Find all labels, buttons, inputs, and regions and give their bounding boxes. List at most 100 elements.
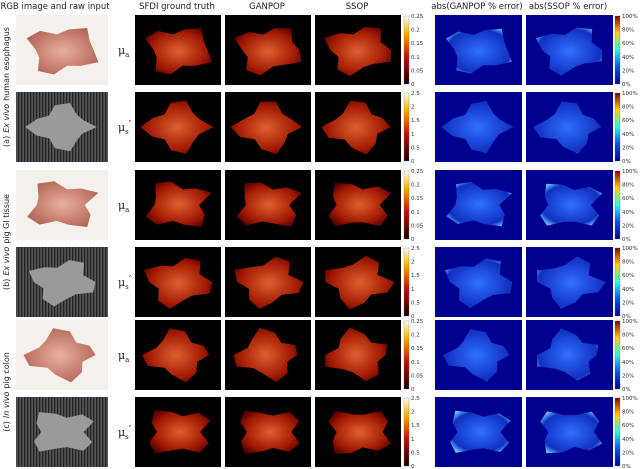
param-sub: a <box>125 206 129 214</box>
colorbar-tick-label: 0 <box>411 464 415 469</box>
group-rest: pig colon <box>2 352 11 388</box>
column-header: SFDI ground truth <box>139 2 215 12</box>
group-rest: pig GI tissue <box>2 194 11 244</box>
tissue-region <box>23 328 96 383</box>
column-header: GANPOP <box>249 2 285 12</box>
colorbar-tick-label: 0.25 <box>411 14 424 20</box>
colorbar-tick-label: 40% <box>622 437 634 443</box>
colorbar-tick-label: 0.1 <box>411 360 420 366</box>
group-italic: Ex vivo <box>2 104 11 133</box>
colorbar-tick-label: 0% <box>622 314 631 320</box>
colorbar <box>614 170 621 240</box>
tissue-region <box>27 181 99 227</box>
tissue-region <box>28 260 96 307</box>
group-label: (a) Ex vivo human esophagus <box>2 27 11 147</box>
colorbar-tick-label: 100% <box>622 396 638 402</box>
param-label: μa <box>118 44 129 59</box>
colorbar-tick-label: 0.5 <box>411 450 420 456</box>
colorbar-tick-label: 40% <box>622 55 634 61</box>
colorbar-tick-label: 0% <box>622 387 631 393</box>
colorbar-tick-label: 80% <box>622 410 634 416</box>
tissue-region <box>321 100 391 155</box>
colorbar-tick-label: 2.5 <box>411 246 420 252</box>
colorbar-tick-label: 100% <box>622 246 638 252</box>
tissue-region <box>324 26 392 77</box>
colorbar-tick-label: 0.5 <box>411 145 420 151</box>
colorbar-tick-label: 0% <box>622 82 631 88</box>
param-prime: ′ <box>129 118 132 131</box>
colorbar-tick-label: 0 <box>411 314 415 320</box>
param-label: μs′ <box>118 423 132 441</box>
param-label: μa <box>118 349 129 364</box>
param-prime: ′ <box>129 423 132 436</box>
tissue-region <box>328 410 392 454</box>
tissue-region <box>25 103 97 152</box>
colorbar-tick-label: 0.2 <box>411 333 420 339</box>
tissue-region <box>230 101 303 155</box>
colorbar-tick-label: 60% <box>622 346 634 352</box>
group-rest: human esophagus <box>2 27 11 101</box>
colorbar-tick-label: 20% <box>622 373 634 379</box>
colorbar-tick-label: 0.2 <box>411 28 420 34</box>
group-label: (b) Ex vivo pig GI tissue <box>2 194 11 290</box>
colorbar-tick-label: 20% <box>622 450 634 456</box>
colorbar-tick-label: 60% <box>622 423 634 429</box>
colorbar-tick-label: 0.15 <box>411 196 424 202</box>
tissue-region <box>234 28 302 76</box>
param-sub: a <box>125 356 129 364</box>
colorbar-tick-label: 60% <box>622 196 634 202</box>
colorbar-tick-label: 0.15 <box>411 41 424 47</box>
colorbar-tick-label: 1 <box>411 437 415 443</box>
colorbar-tick-label: 0 <box>411 159 415 165</box>
colorbar-tick-label: 100% <box>622 169 638 175</box>
group-index: (b) <box>2 279 11 290</box>
colorbar <box>614 15 621 85</box>
tissue-region <box>446 182 513 227</box>
colorbar-tick-label: 1 <box>411 132 415 138</box>
tissue-region <box>236 182 302 227</box>
tissue-region <box>441 101 514 153</box>
tissue-region <box>446 28 512 74</box>
colorbar-tick-label: 1.5 <box>411 423 420 429</box>
colorbar-tick-label: 0% <box>622 464 631 469</box>
tissue-region <box>325 327 387 382</box>
colorbar-tick-label: 80% <box>622 28 634 34</box>
column-header: RGB image and raw input <box>0 2 110 12</box>
tissue-region <box>536 27 603 76</box>
colorbar-tick-label: 40% <box>622 287 634 293</box>
colorbar <box>403 170 410 240</box>
colorbar-tick-label: 0% <box>622 237 631 243</box>
param-symbol: μ <box>118 199 125 212</box>
colorbar <box>403 397 410 467</box>
colorbar-tick-label: 20% <box>622 68 634 74</box>
param-sub: s <box>125 433 129 441</box>
colorbar-tick-label: 2 <box>411 410 415 416</box>
colorbar-tick-label: 40% <box>622 210 634 216</box>
group-italic: In vivo <box>2 392 11 419</box>
colorbar-tick-label: 20% <box>622 145 634 151</box>
tissue-region <box>26 28 99 75</box>
colorbar-tick-label: 0 <box>411 387 415 393</box>
colorbar <box>403 92 410 162</box>
param-sub: a <box>125 51 129 59</box>
colorbar-tick-label: 0.15 <box>411 346 424 352</box>
colorbar-tick-label: 100% <box>622 91 638 97</box>
colorbar <box>614 247 621 317</box>
colorbar-tick-label: 0 <box>411 82 415 88</box>
colorbar-tick-label: 60% <box>622 41 634 47</box>
column-header: abs(GANPOP % error) <box>431 2 522 12</box>
tissue-region <box>145 181 212 227</box>
param-sub: s <box>125 128 129 136</box>
colorbar-tick-label: 80% <box>622 105 634 111</box>
colorbar-tick-label: 0.2 <box>411 183 420 189</box>
group-italic: Ex vivo <box>2 247 11 276</box>
colorbar-tick-label: 0.5 <box>411 300 420 306</box>
tissue-region <box>34 412 94 452</box>
group-index: (c) <box>2 421 11 432</box>
column-header: abs(SSOP % error) <box>529 2 607 12</box>
tissue-region <box>325 255 395 310</box>
tissue-region <box>149 410 211 454</box>
colorbar-tick-label: 100% <box>622 14 638 20</box>
colorbar-tick-label: 0% <box>622 159 631 165</box>
